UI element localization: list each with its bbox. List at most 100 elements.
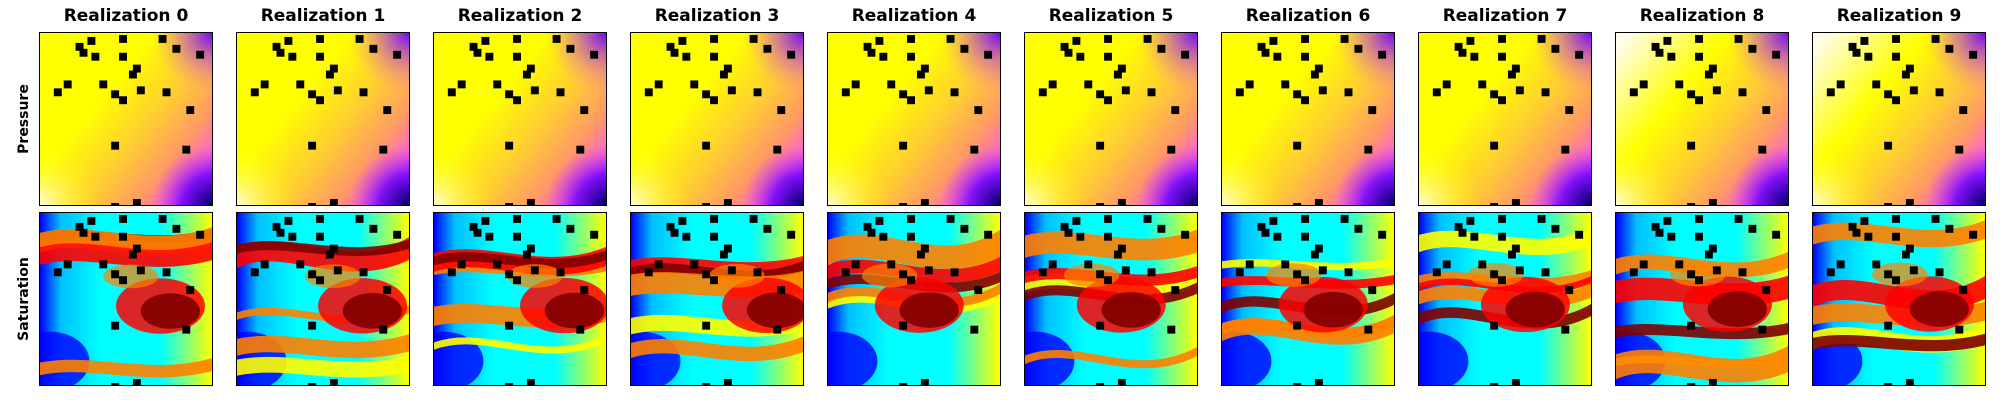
well-marker	[1096, 383, 1105, 385]
well-marker	[1273, 232, 1282, 241]
well-marker	[1909, 86, 1918, 95]
well-marker	[702, 383, 711, 385]
well-marker	[1143, 214, 1152, 223]
well-marker	[576, 325, 585, 334]
well-marker	[723, 199, 732, 205]
well-marker	[787, 230, 796, 239]
well-marker	[1507, 250, 1516, 259]
well-marker	[513, 232, 521, 241]
well-marker	[493, 260, 502, 269]
well-marker	[1695, 276, 1703, 285]
well-marker	[513, 34, 521, 43]
column-title: Realization 0	[63, 6, 189, 26]
well-marker	[473, 48, 482, 57]
well-marker	[296, 260, 305, 269]
well-marker	[654, 260, 663, 269]
well-marker	[924, 266, 933, 275]
well-marker	[723, 64, 732, 73]
well-marker	[1675, 80, 1684, 89]
well-marker	[276, 48, 285, 57]
well-marker	[111, 203, 120, 205]
well-marker	[1470, 52, 1479, 61]
well-marker	[75, 222, 84, 231]
well-marker	[1096, 321, 1105, 330]
well-marker	[1575, 50, 1584, 59]
well-marker	[670, 228, 679, 237]
pressure-field	[1222, 33, 1394, 205]
well-marker	[773, 325, 782, 334]
well-marker	[887, 260, 896, 269]
well-marker	[359, 268, 368, 277]
well-marker	[369, 44, 378, 53]
well-marker	[920, 379, 929, 385]
well-marker	[250, 268, 259, 277]
well-marker	[1364, 145, 1373, 154]
well-marker	[1113, 250, 1122, 259]
well-marker	[288, 52, 297, 61]
well-marker	[899, 90, 908, 99]
well-marker	[787, 50, 796, 59]
pressure-panel	[39, 32, 213, 206]
well-marker	[1038, 88, 1047, 97]
saturation-panel	[1024, 212, 1198, 386]
well-marker	[260, 260, 269, 269]
well-marker	[136, 86, 145, 95]
well-marker	[899, 321, 908, 330]
well-marker	[1117, 64, 1126, 73]
well-marker	[383, 286, 392, 295]
well-marker	[1931, 34, 1940, 43]
well-marker	[907, 232, 915, 241]
well-marker	[473, 228, 482, 237]
well-marker	[393, 230, 402, 239]
well-marker	[920, 244, 929, 253]
well-marker	[308, 203, 317, 205]
well-marker	[1060, 222, 1069, 231]
well-marker	[1293, 141, 1302, 150]
well-marker	[1651, 222, 1660, 231]
well-marker	[1301, 34, 1309, 43]
well-marker	[924, 86, 933, 95]
well-marker	[111, 321, 120, 330]
well-marker	[128, 250, 137, 259]
well-marker	[907, 52, 915, 61]
well-marker	[590, 50, 599, 59]
well-marker	[1354, 44, 1363, 53]
well-marker	[777, 286, 786, 295]
row-label: Saturation	[10, 212, 38, 386]
well-marker	[63, 260, 72, 269]
well-marker	[1651, 42, 1660, 51]
well-marker	[960, 44, 969, 53]
well-marker	[1301, 232, 1309, 241]
well-marker	[158, 34, 167, 43]
well-marker	[702, 90, 711, 99]
well-marker	[1104, 276, 1112, 285]
well-marker	[1060, 42, 1069, 51]
well-marker	[580, 286, 589, 295]
well-marker	[1301, 276, 1309, 285]
well-marker	[1072, 36, 1081, 45]
well-marker	[1454, 42, 1463, 51]
pressure-panel	[236, 32, 410, 206]
well-marker	[1340, 34, 1349, 43]
well-marker	[1121, 266, 1130, 275]
well-marker	[53, 268, 62, 277]
well-marker	[899, 270, 908, 279]
well-marker	[1261, 228, 1270, 237]
well-marker	[1901, 70, 1910, 79]
well-marker	[1364, 325, 1373, 334]
well-marker	[970, 325, 979, 334]
pressure-field	[40, 33, 212, 205]
well-marker	[753, 88, 762, 97]
well-marker	[457, 260, 466, 269]
well-marker	[119, 52, 127, 61]
well-marker	[91, 52, 100, 61]
well-marker	[1955, 145, 1964, 154]
well-marker	[552, 34, 561, 43]
well-marker	[1432, 88, 1441, 97]
column-title: Realization 6	[1245, 6, 1371, 26]
well-marker	[276, 228, 285, 237]
well-marker	[128, 70, 137, 79]
well-marker	[1892, 276, 1900, 285]
well-marker	[1687, 321, 1696, 330]
well-marker	[325, 70, 334, 79]
